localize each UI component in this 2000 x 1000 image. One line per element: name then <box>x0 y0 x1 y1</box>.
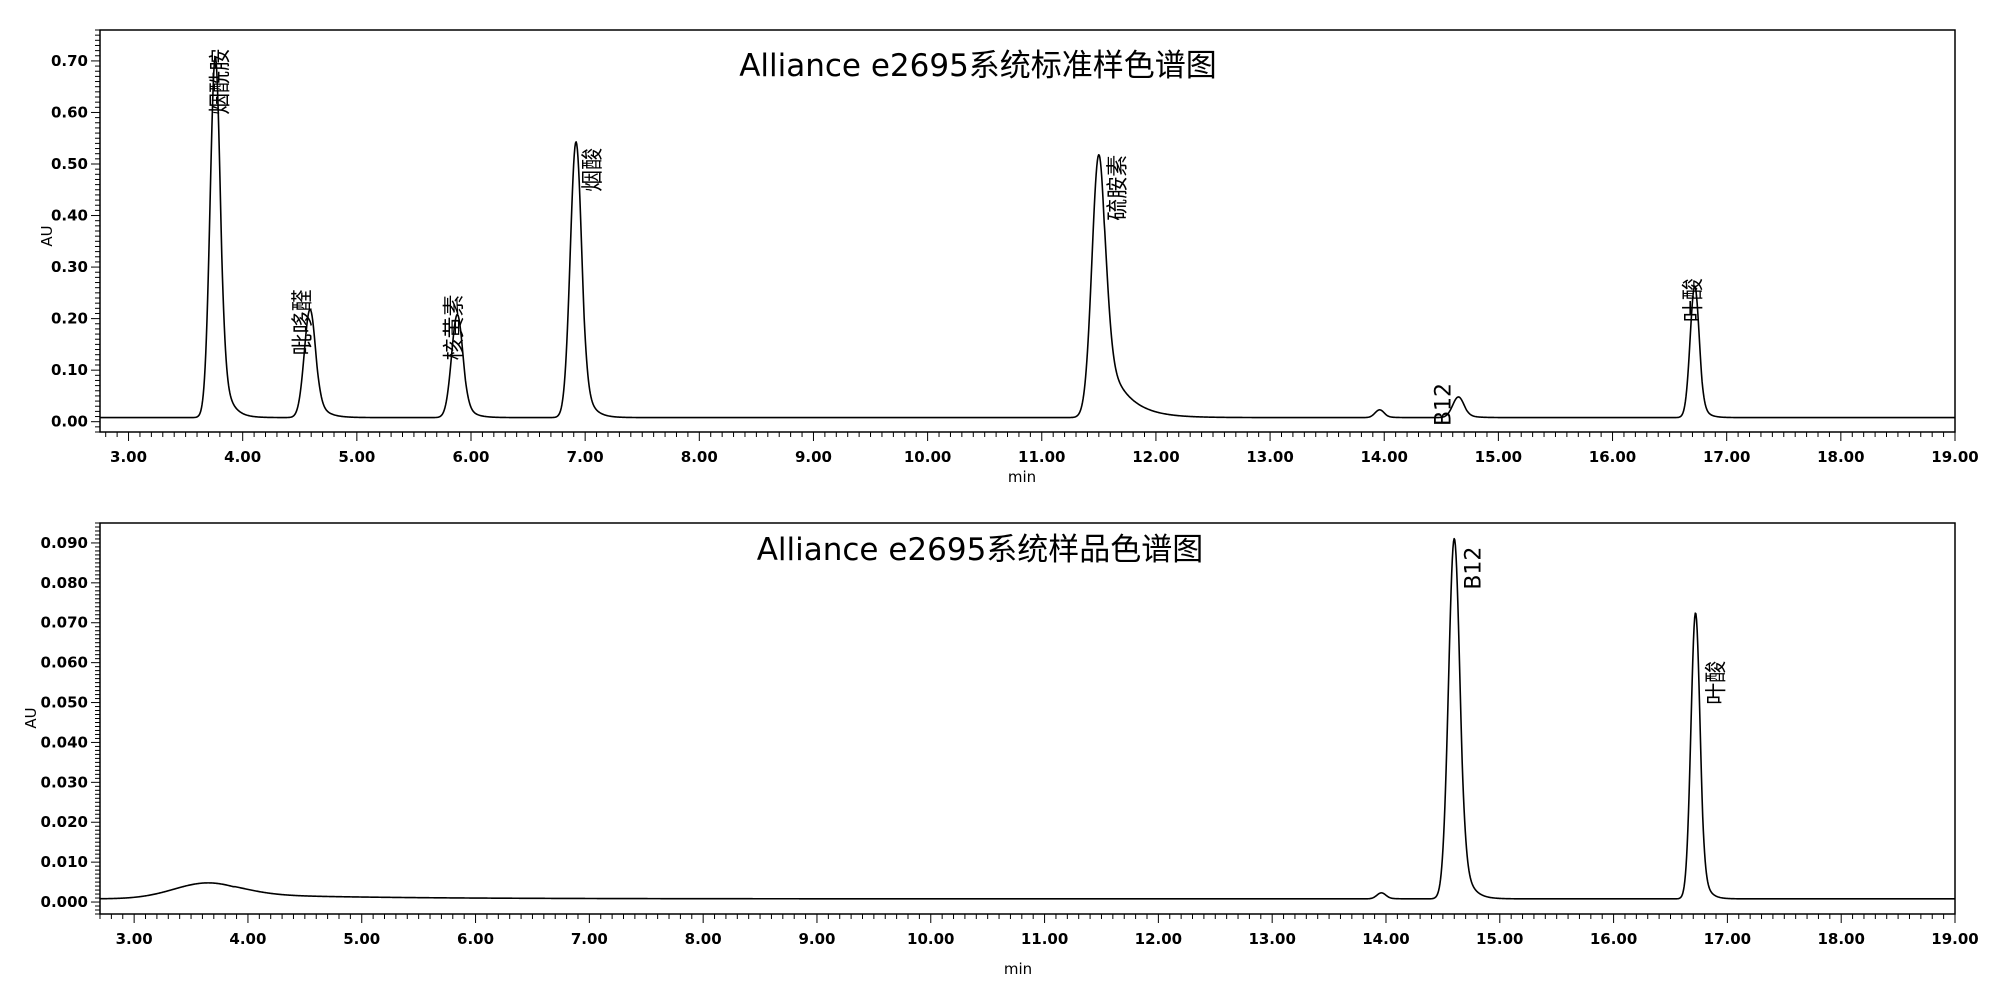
y-tick-label: 0.030 <box>41 773 88 791</box>
x-tick-label: 9.00 <box>795 448 832 466</box>
y-tick-label: 0.50 <box>51 155 88 173</box>
y-tick-label: 0.60 <box>51 103 88 121</box>
y-tick-label: 0.090 <box>41 534 88 552</box>
peak-label: 烟酰胺 <box>208 49 233 115</box>
x-tick-label: 13.00 <box>1246 448 1293 466</box>
y-tick-label: 0.040 <box>41 733 88 751</box>
y-tick-label: 0.050 <box>41 694 88 712</box>
x-tick-label: 11.00 <box>1021 930 1068 948</box>
x-tick-label: 12.00 <box>1132 448 1179 466</box>
x-tick-label: 5.00 <box>343 930 380 948</box>
y-tick-label: 0.10 <box>51 361 88 379</box>
x-tick-label: 17.00 <box>1704 930 1751 948</box>
chart-title: Alliance e2695系统标准样色谱图 <box>739 48 1217 84</box>
x-tick-label: 14.00 <box>1361 448 1408 466</box>
sample-chromatogram: Alliance e2695系统样品色谱图 AU min 3.00 4.00 5.0… <box>22 522 1979 978</box>
peak-label: 核黄素 <box>442 294 467 360</box>
axis-ticks: 3.00 4.00 5.00 6.00 7.00 8.00 9.00 10.00 11.00 12… <box>51 29 1979 466</box>
axis-ticks: 3.00 4.00 5.00 6.00 7.00 8.00 9.00 10.00 11.00 12… <box>41 522 1979 948</box>
x-axis-label: min <box>1008 468 1036 486</box>
x-tick-label: 13.00 <box>1248 930 1295 948</box>
y-tick-label: 0.40 <box>51 207 88 225</box>
peak-label: 叶酸 <box>1682 278 1707 322</box>
x-tick-label: 18.00 <box>1817 448 1864 466</box>
peak-label: 硫胺素 <box>1106 155 1131 221</box>
x-tick-label: 14.00 <box>1362 930 1409 948</box>
y-tick-label: 0.060 <box>41 654 88 672</box>
x-tick-label: 10.00 <box>904 448 951 466</box>
y-tick-label: 0.080 <box>41 574 88 592</box>
x-tick-label: 3.00 <box>116 930 153 948</box>
y-tick-label: 0.070 <box>41 614 88 632</box>
x-tick-label: 7.00 <box>571 930 608 948</box>
x-tick-label: 6.00 <box>452 448 489 466</box>
y-tick-label: 0.70 <box>51 52 88 70</box>
peak-labels: B12 叶酸 <box>1461 547 1729 705</box>
peak-label: 吡哆醛 <box>291 289 316 355</box>
x-tick-label: 4.00 <box>224 448 261 466</box>
x-tick-label: 5.00 <box>338 448 375 466</box>
plot-frame <box>99 29 1956 433</box>
x-tick-label: 12.00 <box>1135 930 1182 948</box>
y-tick-label: 0.00 <box>51 413 88 431</box>
y-tick-label: 0.000 <box>41 893 88 911</box>
y-tick-label: 0.20 <box>51 310 88 328</box>
peak-label: 烟酸 <box>581 148 606 192</box>
x-tick-label: 11.00 <box>1018 448 1065 466</box>
x-tick-label: 8.00 <box>681 448 718 466</box>
x-tick-label: 15.00 <box>1475 448 1522 466</box>
x-tick-label: 19.00 <box>1931 930 1978 948</box>
chart-title: Alliance e2695系统样品色谱图 <box>757 532 1204 568</box>
plot-frame <box>99 522 1956 915</box>
peak-label: 叶酸 <box>1705 661 1730 705</box>
y-axis-label: AU <box>22 707 40 728</box>
x-tick-label: 3.00 <box>110 448 147 466</box>
x-tick-label: 15.00 <box>1476 930 1523 948</box>
chromatogram-trace <box>99 537 1956 900</box>
y-tick-label: 0.010 <box>41 853 88 871</box>
chromatogram-trace <box>99 56 1956 419</box>
x-tick-label: 18.00 <box>1817 930 1864 948</box>
x-tick-label: 6.00 <box>457 930 494 948</box>
x-tick-label: 4.00 <box>229 930 266 948</box>
y-tick-label: 0.020 <box>41 813 88 831</box>
x-tick-label: 17.00 <box>1703 448 1750 466</box>
standard-chromatogram: Alliance e2695系统标准样色谱图 AU min 3.00 4.00 5.… <box>38 29 1979 486</box>
chromatogram-line <box>99 56 1956 419</box>
peak-label: B12 <box>1461 547 1486 590</box>
x-tick-label: 16.00 <box>1589 448 1636 466</box>
y-tick-label: 0.30 <box>51 258 88 276</box>
x-tick-label: 8.00 <box>685 930 722 948</box>
x-tick-label: 16.00 <box>1590 930 1637 948</box>
y-axis-label: AU <box>38 225 56 246</box>
chromatogram-line <box>99 537 1956 900</box>
peak-label: B12 <box>1431 383 1456 426</box>
x-tick-label: 10.00 <box>907 930 954 948</box>
x-tick-label: 19.00 <box>1931 448 1978 466</box>
x-axis-label: min <box>1004 960 1032 978</box>
x-tick-label: 7.00 <box>567 448 604 466</box>
x-tick-label: 9.00 <box>798 930 835 948</box>
